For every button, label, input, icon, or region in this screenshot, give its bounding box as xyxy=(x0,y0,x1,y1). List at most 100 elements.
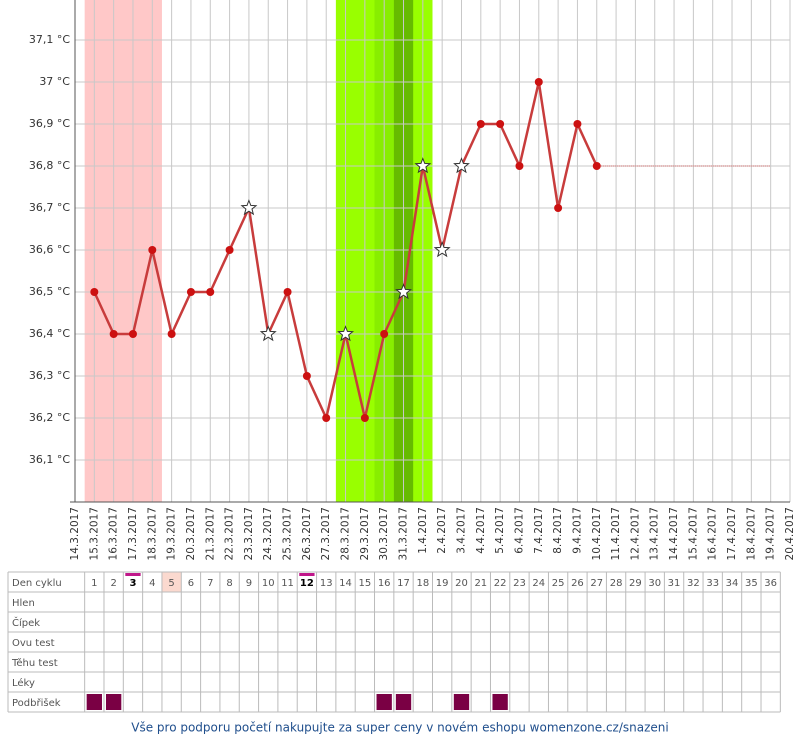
x-tick-label: 20.4.2017 xyxy=(784,507,796,560)
cycle-day: 6 xyxy=(188,578,194,589)
cycle-day: 28 xyxy=(610,578,623,589)
cycle-day: 13 xyxy=(320,578,333,589)
cycle-day: 7 xyxy=(207,578,213,589)
y-tick-label: 36,2 °C xyxy=(29,411,70,424)
x-tick-label: 17.3.2017 xyxy=(127,507,139,560)
x-tick-label: 6.4.2017 xyxy=(513,507,525,554)
point xyxy=(90,288,99,296)
row-label: Hlen xyxy=(12,598,35,609)
cycle-day: 2 xyxy=(110,578,116,589)
row-label: Den cyklu xyxy=(12,578,62,589)
y-tick-label: 36,7 °C xyxy=(29,201,70,214)
cycle-day: 30 xyxy=(648,578,661,589)
cycle-day: 10 xyxy=(262,578,275,589)
point xyxy=(592,162,601,170)
cycle-day: 17 xyxy=(397,578,410,589)
x-tick-label: 1.4.2017 xyxy=(417,507,429,554)
y-tick-label: 37,1 °C xyxy=(29,33,70,46)
cycle-day: 1 xyxy=(91,578,97,589)
marked-bar xyxy=(125,573,141,576)
mark-cell xyxy=(376,694,392,710)
cycle-day: 3 xyxy=(129,578,136,589)
cycle-day: 5 xyxy=(168,578,174,589)
mark-cell xyxy=(492,694,508,710)
x-tick-label: 22.3.2017 xyxy=(224,507,236,560)
star-point xyxy=(240,199,258,216)
x-tick-label: 28.3.2017 xyxy=(340,507,352,560)
x-tick-label: 23.3.2017 xyxy=(243,507,255,560)
point xyxy=(186,288,195,296)
cycle-day: 20 xyxy=(455,578,468,589)
cycle-day: 36 xyxy=(764,578,777,589)
cycle-day: 31 xyxy=(668,578,681,589)
x-tick-label: 9.4.2017 xyxy=(571,507,583,554)
x-tick-label: 17.4.2017 xyxy=(726,507,738,560)
cycle-day: 35 xyxy=(745,578,758,589)
point xyxy=(573,120,582,128)
shaded-cell xyxy=(161,572,182,592)
y-tick-label: 37 °C xyxy=(39,75,70,88)
x-tick-label: 12.4.2017 xyxy=(629,507,641,560)
cycle-day: 33 xyxy=(706,578,719,589)
x-tick-label: 18.4.2017 xyxy=(745,507,757,560)
x-tick-label: 19.3.2017 xyxy=(166,507,178,560)
cycle-day: 24 xyxy=(532,578,545,589)
row-label: Ovu test xyxy=(12,638,55,649)
x-tick-label: 29.3.2017 xyxy=(359,507,371,560)
cycle-day: 15 xyxy=(358,578,371,589)
x-tick-label: 16.4.2017 xyxy=(707,507,719,560)
x-tick-label: 19.4.2017 xyxy=(765,507,777,560)
mark-cell xyxy=(453,694,470,710)
x-tick-label: 10.4.2017 xyxy=(591,507,603,560)
x-tick-label: 26.3.2017 xyxy=(301,507,313,560)
y-tick-label: 36,3 °C xyxy=(29,369,70,382)
x-tick-label: 5.4.2017 xyxy=(494,507,506,554)
mark-cell xyxy=(105,694,122,710)
point xyxy=(167,330,176,338)
x-tick-label: 31.3.2017 xyxy=(398,507,410,560)
cycle-day: 9 xyxy=(246,578,252,589)
y-tick-label: 36,6 °C xyxy=(29,243,70,256)
x-tick-label: 25.3.2017 xyxy=(282,507,294,560)
cycle-day: 4 xyxy=(149,578,155,589)
x-tick-label: 15.4.2017 xyxy=(687,507,699,560)
x-tick-label: 24.3.2017 xyxy=(262,507,274,560)
x-tick-label: 7.4.2017 xyxy=(533,507,545,554)
x-tick-label: 11.4.2017 xyxy=(610,507,622,560)
cycle-day: 12 xyxy=(300,578,314,589)
point xyxy=(554,204,563,212)
cycle-day: 16 xyxy=(378,578,391,589)
star-point xyxy=(433,241,451,258)
cycle-day: 18 xyxy=(416,578,429,589)
row-label: Léky xyxy=(12,677,35,689)
x-tick-label: 20.3.2017 xyxy=(185,507,197,560)
x-tick-label: 3.4.2017 xyxy=(455,507,467,554)
row-label: Čípek xyxy=(12,616,40,629)
cycle-day: 19 xyxy=(436,578,449,589)
x-tick-label: 21.3.2017 xyxy=(204,507,216,560)
x-tick-label: 30.3.2017 xyxy=(378,507,390,560)
x-tick-label: 16.3.2017 xyxy=(108,507,120,560)
y-tick-label: 36,9 °C xyxy=(29,117,70,130)
mark-cell xyxy=(86,694,102,710)
point xyxy=(206,288,215,296)
marked-bar xyxy=(299,573,315,576)
cycle-day: 25 xyxy=(552,578,565,589)
y-tick-label: 36,1 °C xyxy=(29,453,70,466)
point xyxy=(476,120,485,128)
cycle-day: 22 xyxy=(494,578,507,589)
cycle-day: 11 xyxy=(281,578,294,589)
point xyxy=(380,330,389,338)
x-tick-label: 14.4.2017 xyxy=(668,507,680,560)
cycle-day: 14 xyxy=(339,578,352,589)
row-label: Těhu test xyxy=(11,657,58,669)
row-label: Podbřišek xyxy=(12,697,61,709)
point xyxy=(360,414,369,422)
point xyxy=(496,120,505,128)
x-tick-label: 4.4.2017 xyxy=(475,507,487,554)
shop-link[interactable]: Vše pro podporu početí nakupujte za supe… xyxy=(131,721,668,735)
point xyxy=(515,162,524,170)
point xyxy=(534,78,543,86)
point xyxy=(302,372,311,380)
